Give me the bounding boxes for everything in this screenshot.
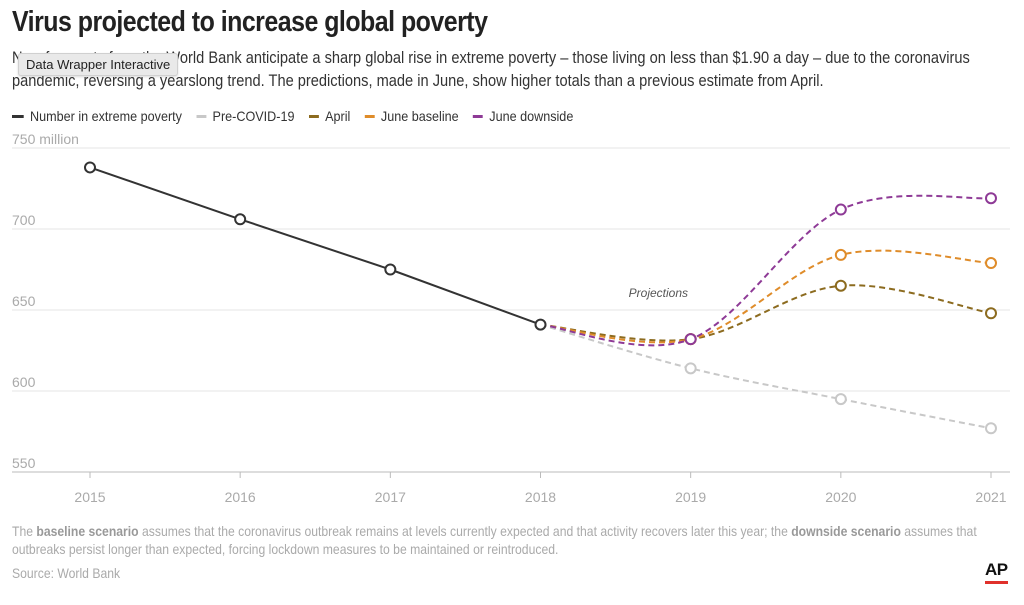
x-tick-label: 2019 <box>675 489 706 505</box>
data-point <box>684 362 697 375</box>
chart-title: Virus projected to increase global pover… <box>12 6 488 38</box>
notes-text: assumes that the coronavirus outbreak re… <box>138 523 792 539</box>
ap-logo: AP <box>985 560 1008 584</box>
x-tick-label: 2018 <box>525 489 556 505</box>
legend-item-extreme-poverty: Number in extreme poverty <box>12 108 182 124</box>
data-point <box>234 213 247 226</box>
legend-swatch <box>12 114 24 118</box>
notes-bold-downside: downside scenario <box>791 523 901 539</box>
x-tick-label: 2015 <box>74 489 105 505</box>
data-point <box>985 257 997 270</box>
legend-item-june-baseline: June baseline <box>364 108 459 124</box>
data-point <box>985 192 997 205</box>
legend-label: June baseline <box>380 108 459 124</box>
y-tick-label: 600 <box>12 374 36 390</box>
legend: Number in extreme poverty Pre-COVID-19 A… <box>12 108 588 124</box>
y-tick-label: 550 <box>12 455 36 471</box>
data-point <box>84 161 96 174</box>
y-tick-label: 750 million <box>12 131 79 147</box>
legend-item-april: April <box>308 108 351 124</box>
legend-label: June downside <box>489 108 574 124</box>
chart-notes: The baseline scenario assumes that the c… <box>12 522 1017 558</box>
x-tick-label: 2017 <box>375 489 406 505</box>
series-line-april <box>540 284 992 342</box>
data-point <box>534 318 547 331</box>
x-tick-label: 2016 <box>225 489 256 505</box>
data-point <box>684 333 697 346</box>
legend-label: April <box>325 108 351 124</box>
legend-label: Pre-COVID-19 <box>212 108 295 124</box>
line-chart: 550 600 650 700 750 million 2015 2016 2017 2018 2… <box>12 131 1010 505</box>
projections-annotation: Projections <box>629 286 688 300</box>
data-point <box>834 279 847 292</box>
ap-logo-text: AP <box>985 560 1008 579</box>
ap-logo-bar <box>985 581 1008 584</box>
notes-bold-baseline: baseline scenario <box>36 523 139 539</box>
y-tick-label: 700 <box>12 212 36 228</box>
legend-swatch <box>364 114 375 118</box>
data-point <box>834 203 847 216</box>
data-point <box>985 307 997 320</box>
x-tick-label: 2021 <box>975 489 1006 505</box>
data-point <box>985 422 997 435</box>
chart-subtitle: New forecasts from the World Bank antici… <box>12 48 970 90</box>
datawrapper-tooltip: Data Wrapper Interactive <box>18 53 179 76</box>
legend-item-june-downside: June downside <box>473 108 573 124</box>
data-point <box>384 263 397 276</box>
legend-label: Number in extreme poverty <box>30 108 182 124</box>
data-point <box>834 248 847 261</box>
legend-swatch <box>308 114 319 118</box>
legend-item-pre-covid: Pre-COVID-19 <box>196 108 294 124</box>
legend-swatch <box>196 114 207 118</box>
y-tick-label: 650 <box>12 293 36 309</box>
data-point <box>834 393 847 406</box>
x-tick-label: 2020 <box>825 489 856 505</box>
legend-swatch <box>473 114 483 118</box>
series-line-number-in-extreme-poverty <box>89 166 541 326</box>
notes-text: assumes that outbreaks persist longer th… <box>12 523 977 557</box>
source-note: Source: World Bank <box>12 565 121 581</box>
series-line-pre-covid-19 <box>540 323 992 430</box>
notes-text: The <box>12 523 37 539</box>
series-line-june-downside <box>540 194 992 347</box>
